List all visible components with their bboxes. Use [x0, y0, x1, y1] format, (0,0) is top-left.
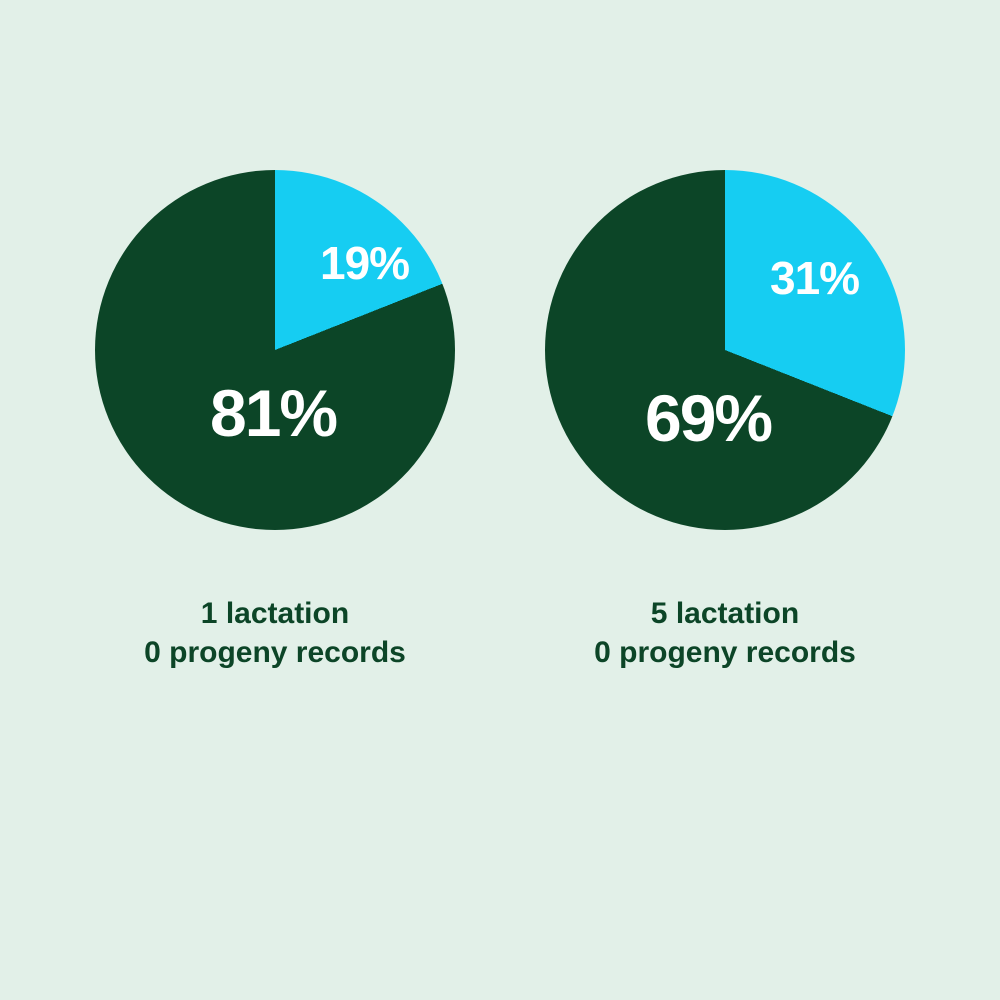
pie-block-1: 31% 69% 5 lactation 0 progeny records [545, 170, 905, 672]
pie-row: 19% 81% 1 lactation 0 progeny records 31… [0, 170, 1000, 672]
pie-1-caption: 5 lactation 0 progeny records [594, 594, 856, 672]
pie-1-caption-line-1: 0 progeny records [594, 636, 856, 669]
pie-0-minor-label: 19% [320, 240, 409, 286]
pie-block-0: 19% 81% 1 lactation 0 progeny records [95, 170, 455, 672]
pie-1-major-label: 69% [645, 385, 771, 451]
pie-0-caption-line-1: 0 progeny records [144, 636, 406, 669]
pie-chart-1: 31% 69% [545, 170, 905, 530]
chart-canvas: 19% 81% 1 lactation 0 progeny records 31… [0, 0, 1000, 1000]
pie-0-caption: 1 lactation 0 progeny records [144, 594, 406, 672]
pie-0-major-label: 81% [210, 380, 336, 446]
pie-1-minor-label: 31% [770, 255, 859, 301]
pie-chart-0: 19% 81% [95, 170, 455, 530]
pie-1-caption-line-0: 5 lactation [651, 597, 799, 630]
pie-0-caption-line-0: 1 lactation [201, 597, 349, 630]
